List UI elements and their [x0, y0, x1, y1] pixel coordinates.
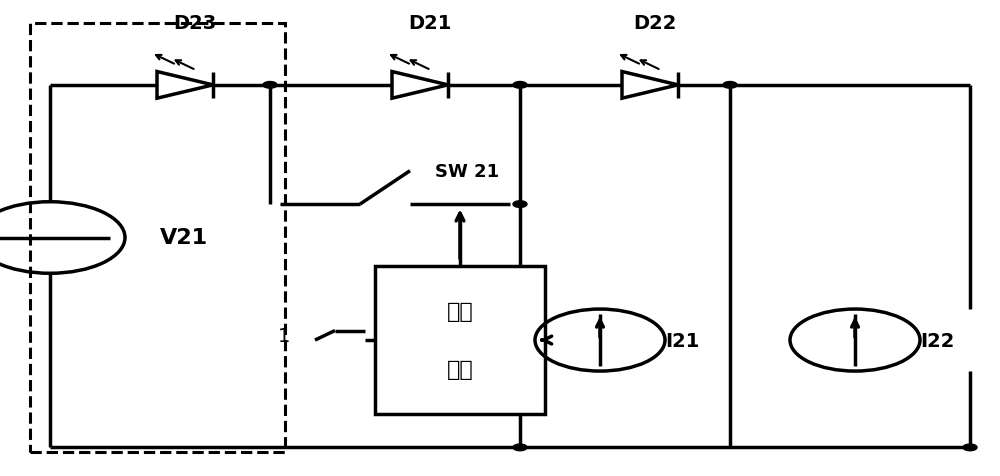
Text: D21: D21 — [408, 14, 452, 33]
Text: I21: I21 — [665, 331, 699, 350]
Circle shape — [513, 444, 527, 451]
Text: 控制: 控制 — [447, 302, 473, 322]
Circle shape — [263, 82, 277, 89]
Text: I22: I22 — [920, 331, 954, 350]
Text: V21: V21 — [160, 228, 208, 248]
Circle shape — [513, 82, 527, 89]
Bar — [30, 24, 285, 452]
Text: SW 21: SW 21 — [435, 163, 499, 181]
Text: 1: 1 — [278, 326, 290, 345]
Text: 电路: 电路 — [447, 359, 473, 379]
Text: D23: D23 — [173, 14, 217, 33]
Circle shape — [723, 82, 737, 89]
Bar — [375, 267, 545, 414]
Circle shape — [963, 444, 977, 451]
Circle shape — [513, 201, 527, 208]
Text: D22: D22 — [633, 14, 677, 33]
